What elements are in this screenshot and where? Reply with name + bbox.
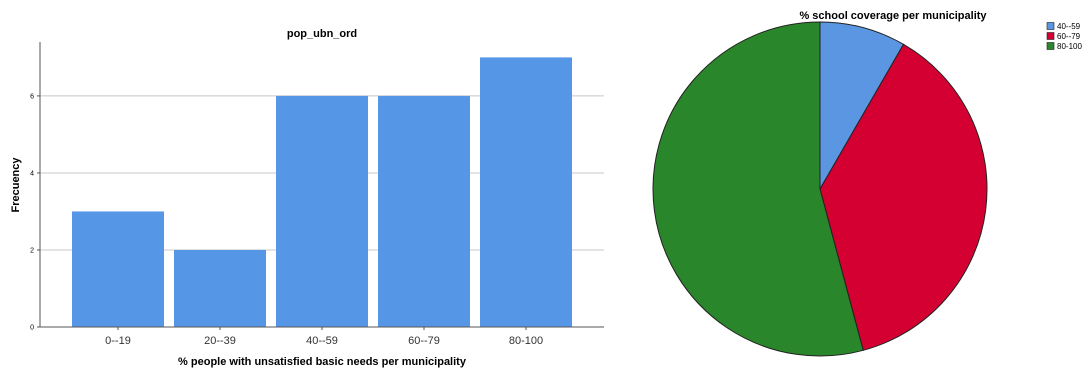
bar-x-tick-label: 80-100 bbox=[509, 335, 543, 347]
pie-chart: % school coverage per municipality 40--5… bbox=[652, 10, 1082, 357]
bar-series bbox=[72, 57, 572, 328]
pie-slices bbox=[652, 21, 988, 357]
pie-slice-60-79 bbox=[819, 43, 988, 351]
bar-0-19 bbox=[72, 211, 164, 327]
bar-y-ticks: 0 2 4 6 bbox=[30, 93, 40, 332]
bar-x-tick-label: 0--19 bbox=[105, 335, 131, 347]
legend-swatch bbox=[1046, 32, 1055, 40]
bar-chart: pop_ubn_ord 0 2 4 6 0--19 20--39 40--59 60--79… bbox=[10, 28, 604, 368]
bar-x-tick-label: 20--39 bbox=[204, 335, 236, 347]
legend-swatch bbox=[1046, 42, 1055, 50]
legend-label: 40--59 bbox=[1057, 22, 1081, 31]
bar-y-axis-title: Frecuency bbox=[10, 157, 22, 213]
bar-x-tick-label: 60--79 bbox=[408, 335, 440, 347]
pie-slice-40-59 bbox=[819, 21, 905, 191]
bar-y-tick-label: 4 bbox=[30, 170, 34, 177]
bar-x-axis-title: % people with unsatisfied basic needs pe… bbox=[178, 356, 467, 368]
bar-80-100 bbox=[480, 57, 572, 328]
bar-60-79 bbox=[378, 95, 470, 328]
legend-swatch bbox=[1046, 22, 1055, 30]
bar-y-tick-label: 0 bbox=[30, 325, 34, 332]
pie-slice-80-100 bbox=[652, 21, 864, 357]
pie-chart-title: % school coverage per municipality bbox=[799, 10, 987, 22]
bar-y-tick-label: 6 bbox=[30, 93, 34, 100]
legend-label: 60--79 bbox=[1057, 32, 1081, 41]
bar-40-59 bbox=[276, 95, 368, 328]
bar-x-tick-label: 40--59 bbox=[306, 335, 338, 347]
legend-label: 80-100 bbox=[1057, 42, 1082, 51]
bar-x-ticks: 0--19 20--39 40--59 60--79 80-100 bbox=[105, 327, 543, 347]
bar-chart-title: pop_ubn_ord bbox=[287, 28, 357, 40]
bar-20-39 bbox=[174, 249, 266, 327]
bar-y-tick-label: 2 bbox=[30, 247, 34, 254]
